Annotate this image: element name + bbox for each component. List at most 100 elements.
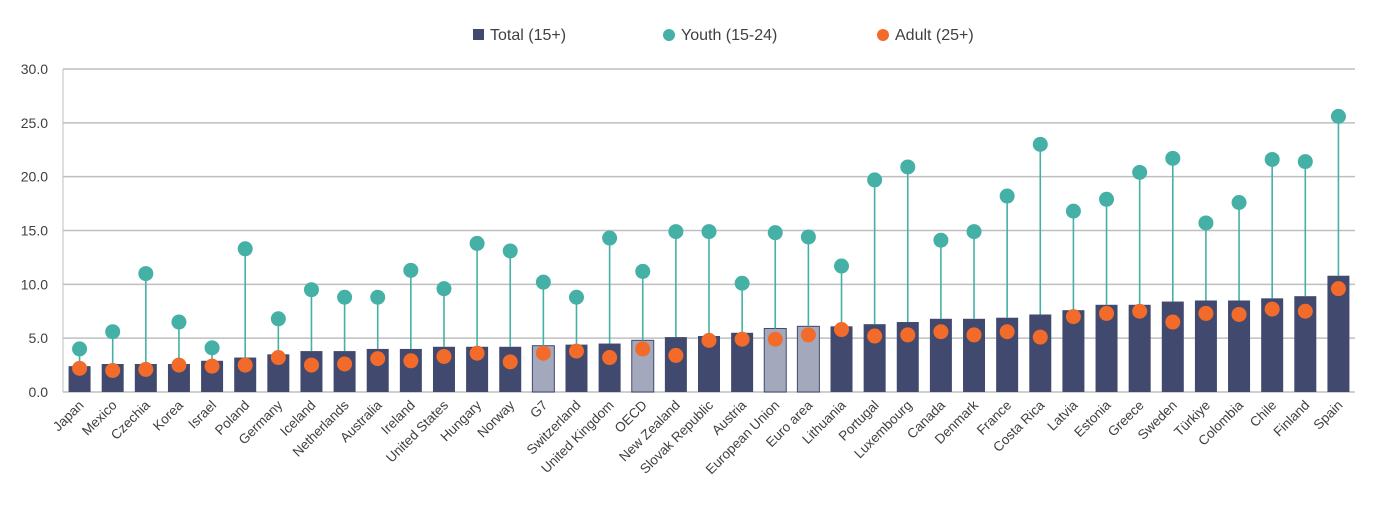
dot-adult: [1165, 314, 1181, 330]
dot-youth: [966, 224, 982, 240]
bar-total: [1261, 298, 1284, 392]
dot-youth: [337, 289, 353, 305]
dot-adult: [171, 357, 187, 373]
x-tick-label: G7: [527, 398, 550, 421]
dot-youth: [535, 274, 551, 290]
dot-adult: [403, 353, 419, 369]
legend-label-total: Total (15+): [490, 27, 566, 44]
dot-youth: [1165, 150, 1181, 166]
dot-adult: [668, 347, 684, 363]
dot-adult: [502, 354, 518, 370]
bar-total: [1062, 310, 1085, 392]
bar-total: [267, 354, 290, 392]
bar-total: [1128, 304, 1151, 392]
dot-adult: [469, 345, 485, 361]
legend-swatch-youth: [663, 29, 675, 41]
dot-adult: [1198, 305, 1214, 321]
dot-adult: [436, 348, 452, 364]
dot-youth: [800, 229, 816, 245]
bar-total: [565, 344, 588, 392]
dot-adult: [535, 345, 551, 361]
y-tick-label: 30.0: [21, 61, 48, 77]
x-tick-label: Norway: [474, 397, 517, 440]
dot-adult: [1231, 306, 1247, 322]
dot-adult: [635, 341, 651, 357]
y-tick-label: 10.0: [21, 276, 48, 292]
bars: [68, 275, 1350, 393]
x-tick-label: Spain: [1311, 398, 1346, 433]
dot-youth: [436, 281, 452, 297]
dot-youth: [1132, 164, 1148, 180]
dot-youth: [1065, 203, 1081, 219]
dot-youth: [270, 311, 286, 327]
dot-adult: [1264, 301, 1280, 317]
dot-youth: [171, 314, 187, 330]
y-axis: 0.0 5.0 10.0 15.0 20.0 25.0 30.0: [21, 61, 48, 400]
adult-dots: [72, 281, 1346, 378]
dot-adult: [966, 327, 982, 343]
bar-total: [1327, 275, 1350, 392]
legend-swatch-total: [473, 29, 484, 40]
dot-adult: [1132, 303, 1148, 319]
dot-adult: [1032, 329, 1048, 345]
dot-youth: [138, 266, 154, 282]
dot-youth: [701, 224, 717, 240]
dot-adult: [72, 360, 88, 376]
legend-label-adult: Adult (25+): [895, 27, 974, 44]
dot-adult: [800, 327, 816, 343]
dot-youth: [72, 341, 88, 357]
dot-adult: [701, 332, 717, 348]
dot-youth: [1032, 136, 1048, 152]
dot-adult: [204, 358, 220, 374]
y-tick-label: 5.0: [29, 330, 49, 346]
y-tick-label: 0.0: [29, 384, 49, 400]
dot-adult: [900, 327, 916, 343]
dot-adult: [1099, 305, 1115, 321]
bar-total: [929, 318, 952, 392]
bar-total: [1294, 296, 1317, 392]
y-tick-label: 15.0: [21, 223, 48, 239]
dot-adult: [1065, 309, 1081, 325]
x-tick-label: Korea: [150, 397, 186, 433]
dot-youth: [635, 263, 651, 279]
dot-youth: [867, 172, 883, 188]
dot-youth: [1198, 215, 1214, 231]
bar-total: [698, 336, 720, 392]
dot-adult: [1330, 281, 1346, 297]
dot-youth: [237, 241, 253, 257]
bar-total: [167, 364, 190, 392]
dot-youth: [999, 188, 1015, 204]
dot-adult: [767, 331, 783, 347]
bar-total: [664, 337, 687, 392]
dot-adult: [303, 357, 319, 373]
dot-adult: [270, 350, 286, 366]
dot-youth: [469, 235, 485, 251]
dot-adult: [237, 357, 253, 373]
dot-adult: [602, 350, 618, 366]
dot-adult: [834, 322, 850, 338]
dot-youth: [1264, 151, 1280, 167]
dot-youth: [1297, 154, 1313, 170]
dot-youth: [1099, 191, 1115, 207]
bar-total: [1228, 300, 1251, 392]
dot-youth: [1231, 195, 1247, 211]
dot-youth: [933, 232, 949, 248]
youth-stems: [78, 116, 1340, 367]
youth-dots: [72, 108, 1346, 357]
y-tick-label: 25.0: [21, 115, 48, 131]
dot-youth: [303, 282, 319, 298]
legend: Total (15+) Youth (15-24) Adult (25+): [473, 27, 974, 44]
dot-adult: [370, 351, 386, 367]
bar-total: [830, 326, 853, 392]
x-tick-label: Estonia: [1071, 397, 1114, 440]
dot-youth: [502, 243, 518, 259]
bar-total: [731, 332, 754, 392]
x-tick-label: Finland: [1271, 398, 1313, 440]
dot-youth: [204, 340, 220, 356]
dot-adult: [933, 324, 949, 340]
dot-adult: [138, 361, 154, 377]
dot-youth: [602, 230, 618, 246]
y-tick-label: 20.0: [21, 169, 48, 185]
